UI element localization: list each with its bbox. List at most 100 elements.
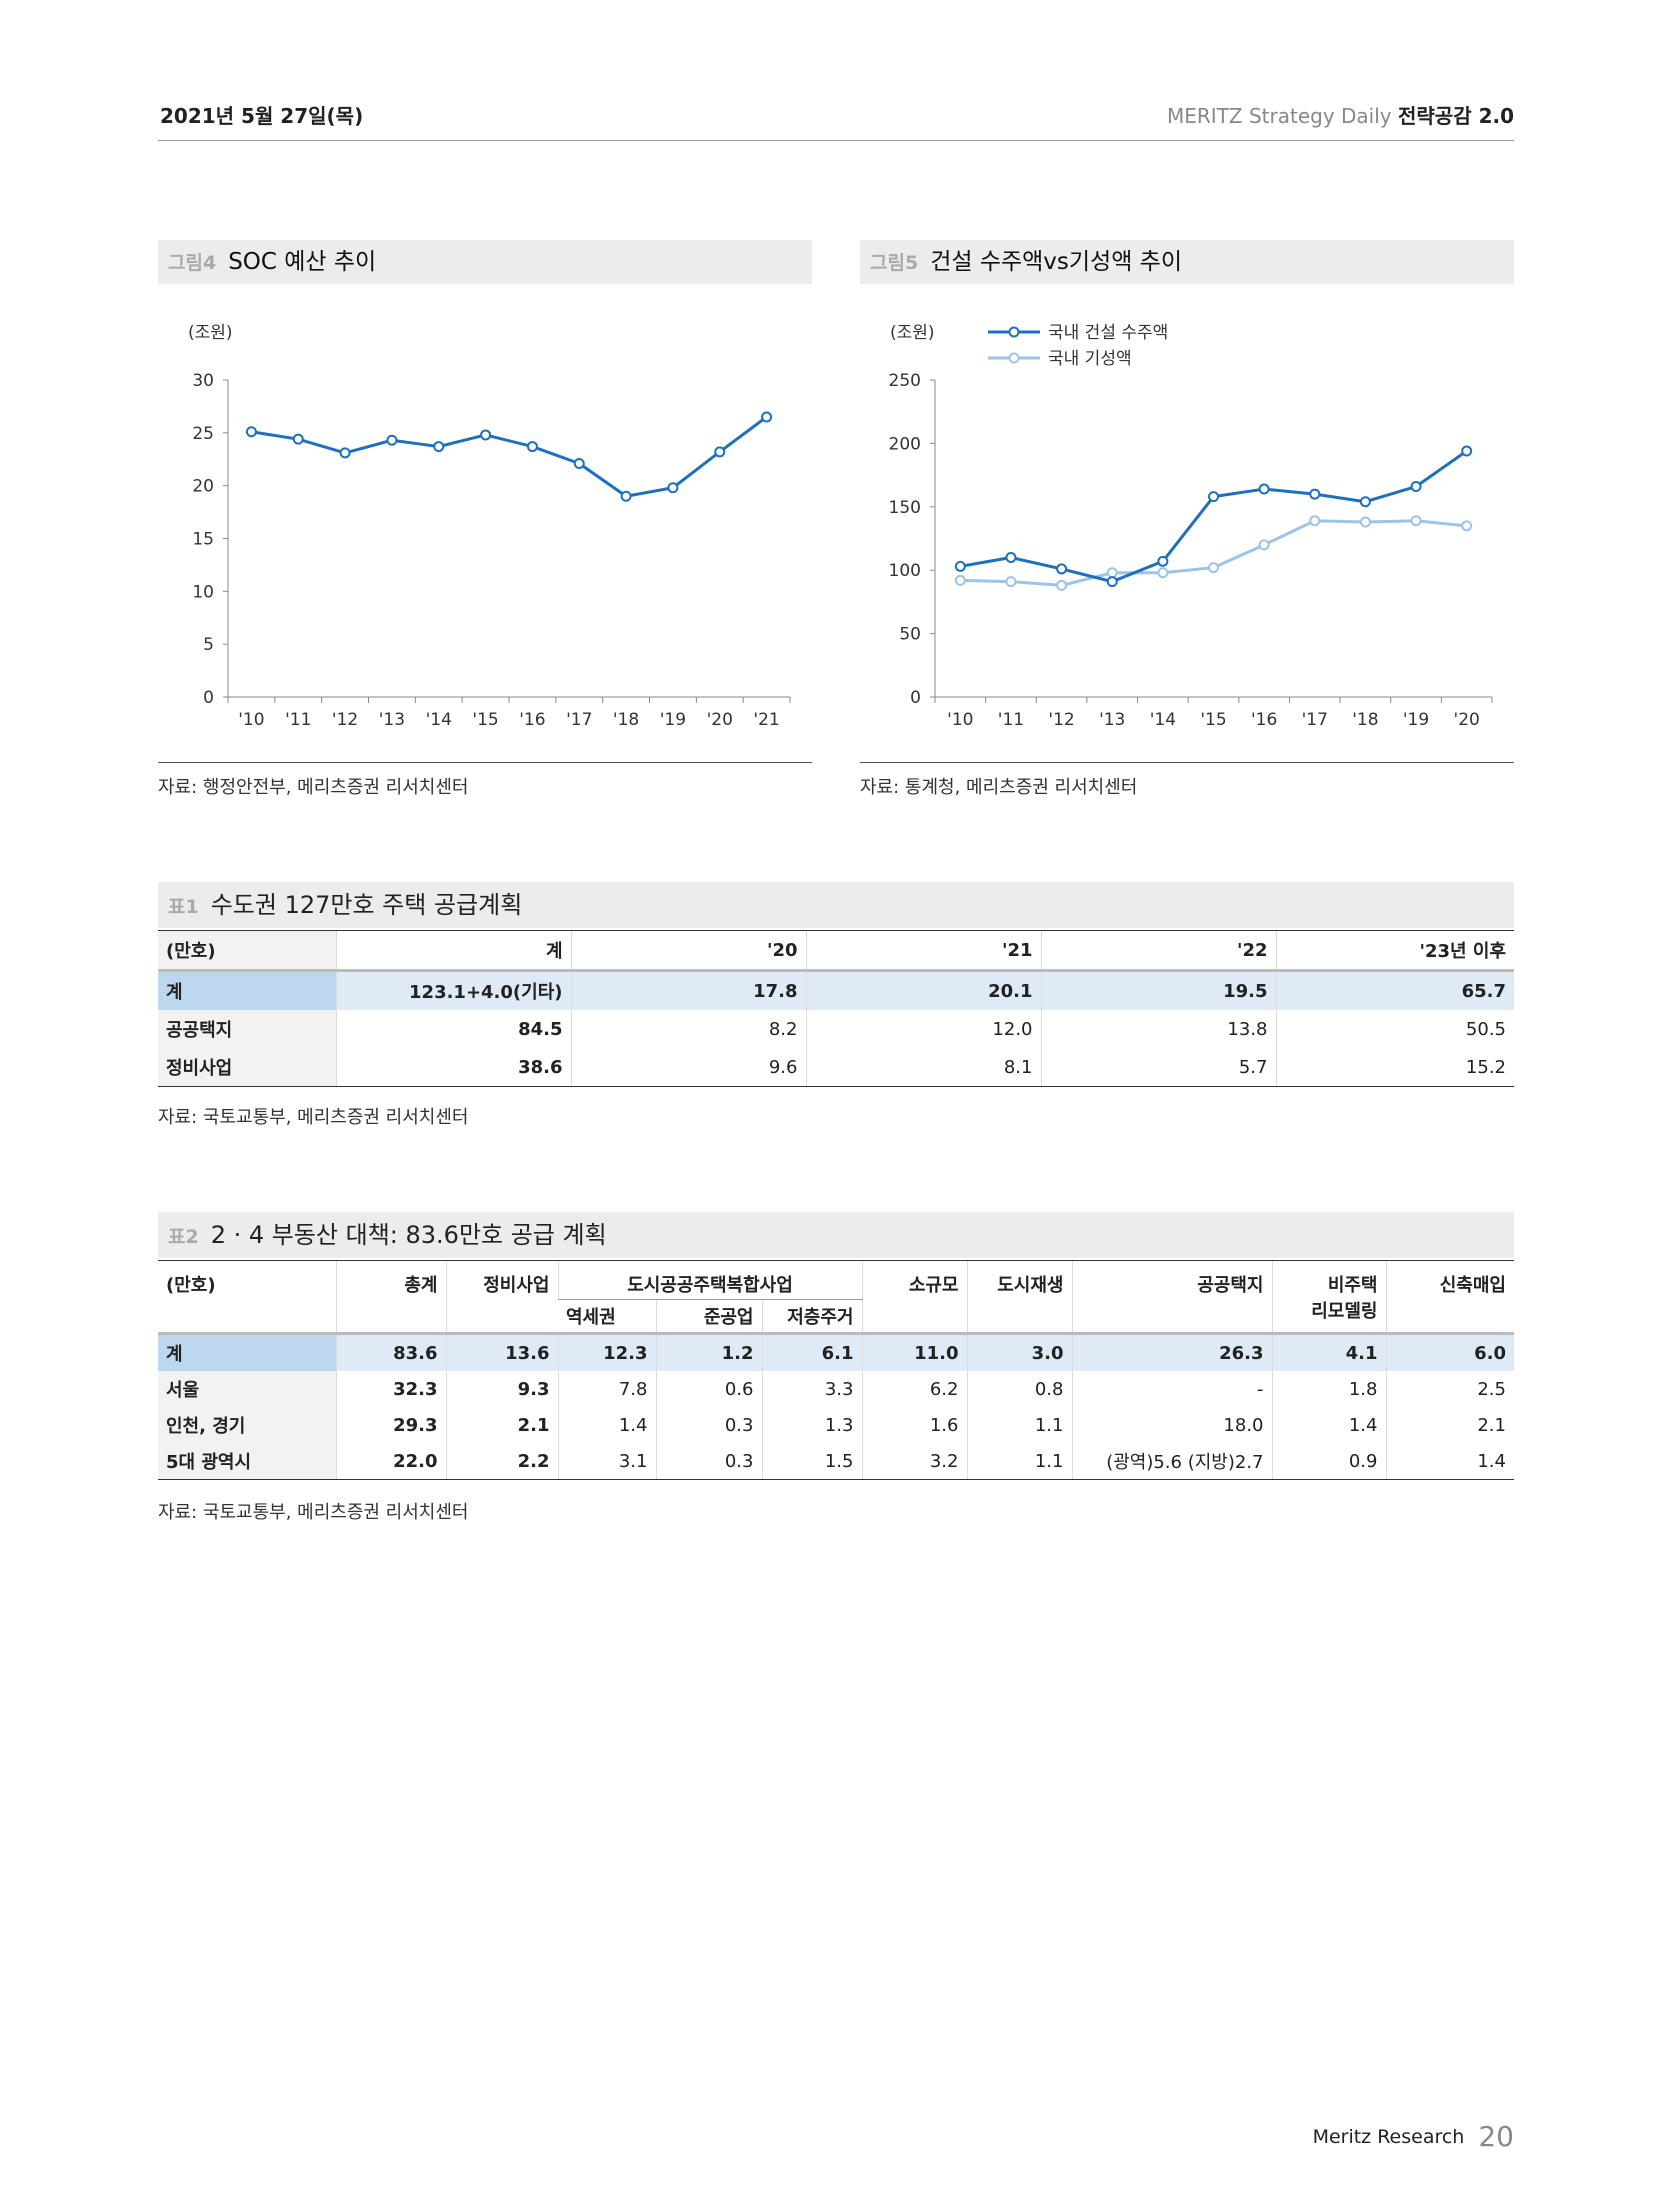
table1-header: 계 — [335, 930, 571, 972]
data-point — [1208, 491, 1219, 503]
table2-header-group: 도시공공주택복합사업 — [557, 1260, 862, 1300]
table1-cell: 정비사업 — [158, 1048, 336, 1087]
y-tick-label: 30 — [192, 371, 214, 391]
table1-title-bar: 표1 수도권 127만호 주택 공급계획 — [158, 882, 1514, 928]
y-tick-label: 150 — [889, 498, 921, 518]
data-point — [1258, 539, 1270, 551]
table2-cell: 9.3 — [445, 1371, 558, 1407]
table1-cell: 50.5 — [1275, 1010, 1514, 1048]
legend-label: 국내 건설 수주액 — [1048, 323, 1168, 343]
table2-cell: 2.2 — [445, 1443, 558, 1480]
table2-cell: 1.4 — [1271, 1407, 1386, 1443]
table2-cell: 4.1 — [1271, 1333, 1386, 1371]
legend-marker — [1008, 352, 1020, 364]
x-tick-label: '19 — [1403, 710, 1429, 730]
table2-header: 도시재생 — [966, 1260, 1072, 1334]
data-point — [761, 411, 773, 423]
table2-cell: 6.1 — [761, 1333, 862, 1371]
table2-cell: 서울 — [158, 1371, 336, 1407]
x-tick-label: '12 — [1048, 710, 1074, 730]
table2-header-line: 비주택 — [1327, 1275, 1378, 1296]
table2-header: 공공택지 — [1071, 1260, 1272, 1334]
data-point — [573, 457, 585, 469]
table2-cell: 0.8 — [966, 1371, 1072, 1407]
data-point — [292, 433, 304, 445]
table2-cell: 12.3 — [557, 1333, 656, 1371]
table2-cell: 2.5 — [1385, 1371, 1514, 1407]
table2-header: 총계 — [335, 1260, 446, 1334]
table1-header: '21 — [805, 930, 1041, 972]
data-point — [386, 434, 398, 446]
table1-title: 수도권 127만호 주택 공급계획 — [210, 891, 523, 919]
y-tick-label: 50 — [899, 625, 921, 645]
table2-cell: 3.3 — [761, 1371, 862, 1407]
table2-row: 서울 32.3 9.3 7.8 0.6 3.3 6.2 0.8 - 1.8 2.… — [158, 1371, 1514, 1407]
table2-cell: 1.5 — [761, 1443, 862, 1480]
x-tick-label: '15 — [1200, 710, 1226, 730]
table1-cell: 38.6 — [335, 1048, 571, 1087]
y-tick-label: 0 — [203, 688, 214, 708]
table2-cell: 2.1 — [1385, 1407, 1514, 1443]
table2-cell: - — [1071, 1371, 1272, 1407]
table1-cell: 84.5 — [335, 1010, 571, 1048]
table2-cell: 83.6 — [335, 1333, 446, 1371]
data-point — [954, 560, 966, 572]
table2-cell: 26.3 — [1071, 1333, 1272, 1371]
figure4-label: 그림4 — [168, 252, 217, 274]
y-tick-label: 250 — [889, 371, 921, 391]
figure5-chart: (조원) 0 50 100 150 200 250 '10 '11 '12 '13 '14 '15 '16… — [889, 323, 1493, 730]
series-line — [960, 449, 1468, 584]
table2-cell: 3.2 — [861, 1443, 967, 1480]
table2-cell: 29.3 — [335, 1407, 446, 1443]
figure5-title-bar: 그림5 건설 수주액vs기성액 추이 — [860, 240, 1514, 284]
data-point — [1258, 483, 1270, 495]
data-point — [526, 441, 538, 453]
table2-cell: 계 — [158, 1333, 336, 1371]
figure5-label: 그림5 — [870, 252, 919, 274]
table2-cell: 1.4 — [557, 1407, 656, 1443]
y-tick-label: 0 — [910, 688, 921, 708]
data-point — [954, 574, 966, 586]
data-point — [1157, 567, 1169, 579]
x-tick-label: '14 — [426, 710, 452, 730]
x-tick-label: '11 — [998, 710, 1024, 730]
table2-row-total: 계 83.6 13.6 12.3 1.2 6.1 11.0 3.0 26.3 4… — [158, 1333, 1514, 1371]
table2-cell: 1.6 — [861, 1407, 967, 1443]
table2-header: 신축매입 — [1385, 1260, 1514, 1334]
x-tick-label: '20 — [707, 710, 733, 730]
table2-row: 5대 광역시 22.0 2.2 3.1 0.3 1.5 3.2 1.1 (광역)… — [158, 1443, 1514, 1480]
y-tick-label: 5 — [203, 635, 214, 655]
table1-cell: 계 — [158, 970, 336, 1010]
table2-row: 인천, 경기 29.3 2.1 1.4 0.3 1.3 1.6 1.1 18.0… — [158, 1407, 1514, 1443]
data-point — [1056, 563, 1068, 575]
table2-cell: 22.0 — [335, 1443, 446, 1480]
table2-cell: 0.9 — [1271, 1443, 1386, 1480]
table2-header: 소규모 — [861, 1260, 967, 1334]
data-point — [1461, 445, 1473, 457]
table2-title-bar: 표2 2 · 4 부동산 대책: 83.6만호 공급 계획 — [158, 1212, 1514, 1258]
header-divider — [158, 140, 1514, 141]
x-tick-label: '13 — [379, 710, 405, 730]
x-tick-label: '12 — [332, 710, 358, 730]
table2-cell: 13.6 — [445, 1333, 558, 1371]
table2-header-non-housing: 비주택 리모델링 — [1271, 1260, 1386, 1334]
table2-cell: 1.3 — [761, 1407, 862, 1443]
x-tick-label: '15 — [472, 710, 498, 730]
table1-cell: 20.1 — [805, 970, 1041, 1010]
figure5-title: 건설 수주액vs기성액 추이 — [930, 249, 1183, 275]
table2: (만호) 총계 정비사업 도시공공주택복합사업 소규모 도시재생 공공택지 비주… — [158, 1260, 1514, 1480]
figure5-rule — [860, 762, 1514, 763]
table2-header-line: 리모델링 — [1311, 1301, 1378, 1322]
report-series: MERITZ Strategy Daily 전략공감 2.0 — [1167, 100, 1514, 129]
table2-cell: 7.8 — [557, 1371, 656, 1407]
series-line — [960, 519, 1467, 587]
y-unit-label: (조원) — [890, 323, 935, 343]
data-point — [433, 441, 445, 453]
series-line — [251, 415, 768, 498]
data-point — [245, 426, 257, 438]
table2-cell: 0.3 — [655, 1407, 762, 1443]
table2-cell: 18.0 — [1071, 1407, 1272, 1443]
x-tick-label: '20 — [1454, 710, 1480, 730]
table2-cell: 3.1 — [557, 1443, 656, 1480]
table1-cell: 15.2 — [1275, 1048, 1514, 1087]
